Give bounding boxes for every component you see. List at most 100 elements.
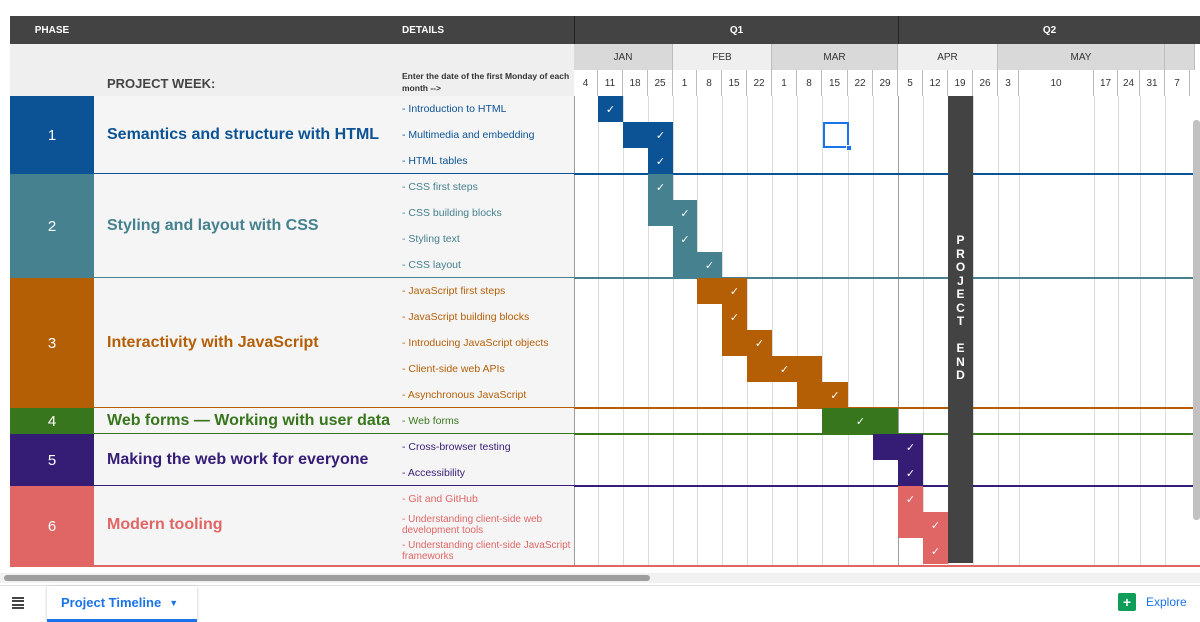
week-cell[interactable]: 26 [973,70,998,96]
week-cell[interactable]: 24 [1118,70,1140,96]
week-cell[interactable]: 1 [673,70,697,96]
phase-number: 3 [10,278,94,408]
task-label[interactable]: - Understanding client-side JavaScript f… [402,540,571,562]
explore-button[interactable]: + Explore [1118,593,1187,611]
week-cell[interactable]: 25 [648,70,673,96]
gantt-bar[interactable] [648,174,673,200]
gantt-bar[interactable] [898,486,923,512]
project-end-letter: E [956,341,965,355]
phase-title[interactable]: Web forms — Working with user data [107,412,390,429]
week-cell[interactable]: 5 [898,70,923,96]
sheet-tab-project-timeline[interactable]: Project Timeline ▼ [47,586,197,622]
phase-title[interactable]: Modern tooling [107,516,223,533]
project-end-letter: P [956,233,965,247]
grid-line-vertical [973,96,974,566]
task-label[interactable]: - Client-side web APIs [402,363,505,375]
horizontal-scrollbar[interactable] [4,575,650,581]
phase-title[interactable]: Making the web work for everyone [107,451,369,468]
task-label[interactable]: - Git and GitHub [402,493,478,505]
week-cell[interactable]: 31 [1140,70,1165,96]
gantt-bar[interactable] [673,252,722,278]
selected-cell[interactable] [823,122,849,148]
task-label[interactable]: - Understanding client-side web developm… [402,514,543,536]
week-cell[interactable]: 8 [797,70,822,96]
phase-separator [10,173,1200,175]
task-label[interactable]: - Multimedia and embedding [402,129,535,141]
quarter-q2-header[interactable]: Q2 [898,16,1200,44]
week-cell[interactable]: 8 [697,70,722,96]
gantt-bar[interactable] [697,278,747,304]
task-label[interactable]: - CSS first steps [402,181,478,193]
fill-handle[interactable] [846,145,852,151]
grid-line-vertical [873,96,874,566]
gantt-bar[interactable] [648,200,697,226]
task-label[interactable]: - JavaScript first steps [402,285,506,297]
month-header-feb[interactable]: FEB [673,44,772,70]
phase-title[interactable]: Styling and layout with CSS [107,217,319,234]
week-cell[interactable]: 11 [598,70,623,96]
week-cell[interactable]: 15 [822,70,848,96]
week-cell[interactable]: 18 [623,70,648,96]
caret-down-icon[interactable]: ▼ [169,597,179,608]
gantt-bar[interactable] [673,226,697,252]
gantt-bar[interactable] [898,460,923,486]
gantt-bar[interactable] [797,382,848,408]
details-header-label: DETAILS [402,24,445,36]
gantt-bar[interactable] [822,408,898,434]
week-cell[interactable]: 15 [722,70,747,96]
phase-separator [10,565,1200,567]
week-cell[interactable]: 29 [873,70,898,96]
task-label[interactable]: - CSS layout [402,259,461,271]
grid-line-vertical [998,96,999,566]
month-header-mar[interactable]: MAR [772,44,898,70]
task-label[interactable]: - Asynchronous JavaScript [402,389,527,401]
week-cell[interactable]: 19 [948,70,973,96]
task-label[interactable]: - CSS building blocks [402,207,502,219]
task-label[interactable]: - JavaScript building blocks [402,311,530,323]
week-cell[interactable]: 22 [747,70,772,96]
grid-line-vertical [648,96,649,566]
gantt-bar[interactable] [623,122,673,148]
task-label[interactable]: - Accessibility [402,467,466,479]
month-header-jan[interactable]: JAN [574,44,673,70]
gantt-bar[interactable] [747,356,822,382]
gantt-bar[interactable] [598,96,623,122]
vertical-scrollbar[interactable] [1193,120,1200,520]
gantt-bar[interactable] [722,330,772,356]
phase-header-label: PHASE [34,24,70,36]
checkmark-icon: ✓ [729,311,740,324]
month-header-apr[interactable]: APR [898,44,998,70]
quarter-q1-header[interactable]: Q1 [574,16,898,44]
week-cell[interactable]: 4 [574,70,598,96]
header-blank [94,16,392,44]
month-header-may[interactable]: MAY [998,44,1165,70]
task-label[interactable]: - Cross-browser testing [402,441,511,453]
week-cell[interactable]: 22 [848,70,873,96]
gantt-bar[interactable] [722,304,747,330]
all-sheets-icon[interactable] [12,597,24,609]
week-cell[interactable]: 10 [1019,70,1094,96]
task-label[interactable]: - HTML tables [402,155,468,167]
week-cell[interactable]: 1 [772,70,797,96]
week-cell[interactable]: 17 [1094,70,1118,96]
week-cell[interactable]: 12 [923,70,948,96]
week-cell[interactable]: 3 [998,70,1019,96]
gantt-bar[interactable] [873,434,923,460]
sheet-tabs-bar [0,585,1200,622]
details-header[interactable]: DETAILS [392,16,574,44]
phase-header[interactable]: PHASE [10,16,94,44]
week-cell[interactable]: 7 [1165,70,1190,96]
task-label[interactable]: - Styling text [402,233,460,245]
phase-area [94,408,574,434]
task-label[interactable]: - Web forms [402,415,459,427]
project-end-letter: R [956,246,965,261]
task-label[interactable]: - Introducing JavaScript objects [402,337,549,349]
checkmark-icon: ✓ [855,415,866,428]
grid-line-vertical [797,96,798,566]
phase-title[interactable]: Semantics and structure with HTML [107,126,380,143]
gantt-bar[interactable] [923,538,948,564]
task-label[interactable]: - Introduction to HTML [402,103,507,115]
gantt-bar[interactable] [648,148,673,174]
phase-title[interactable]: Interactivity with JavaScript [107,334,319,351]
gantt-bar[interactable] [898,512,948,538]
